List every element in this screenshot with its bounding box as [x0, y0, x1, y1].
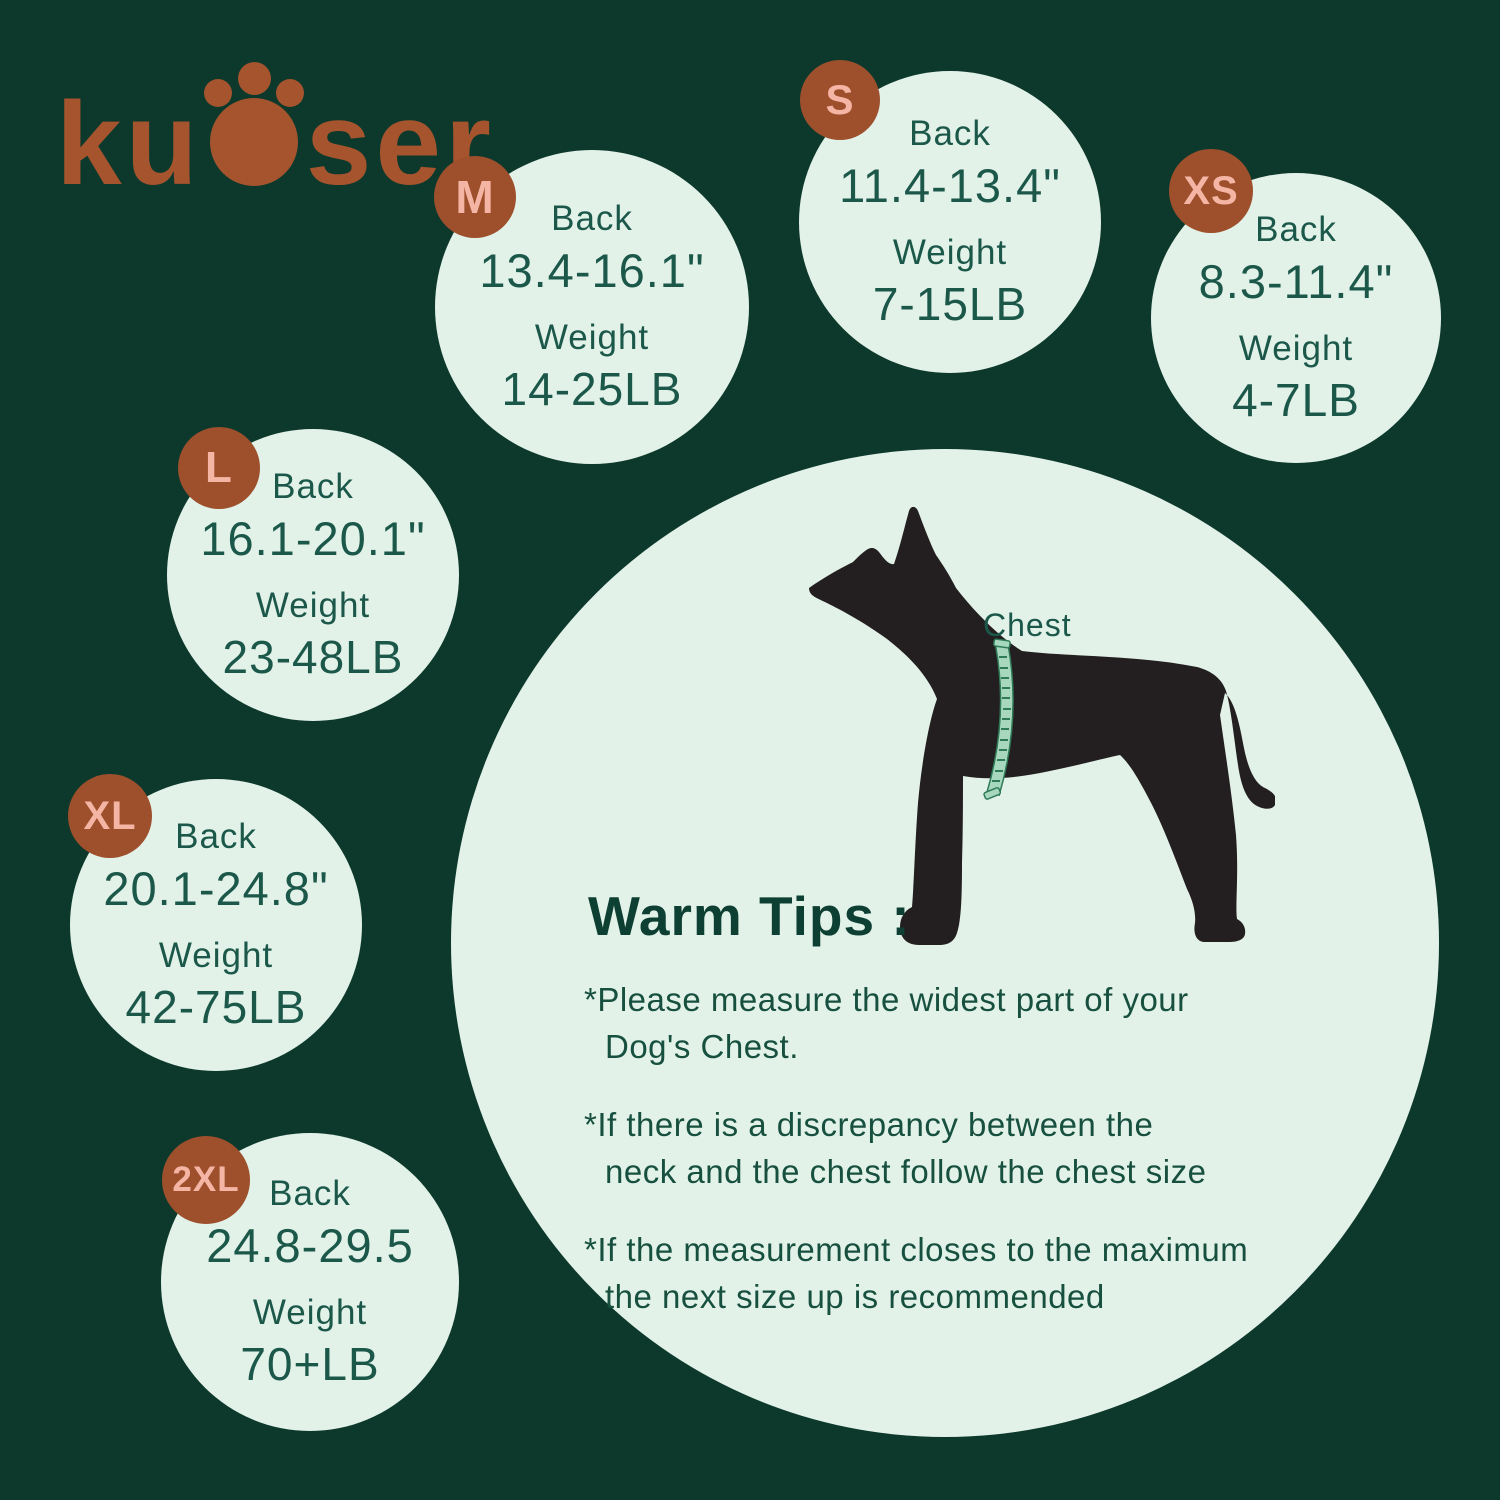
size-badge-s: S	[800, 60, 880, 140]
weight-label: Weight	[252, 1292, 368, 1332]
weight-value: 4-7LB	[1232, 373, 1360, 426]
back-label: Back	[1255, 209, 1337, 249]
back-value: 11.4-13.4"	[839, 158, 1061, 212]
chest-label: Chest	[983, 607, 1072, 643]
paw-icon	[203, 62, 304, 186]
weight-value: 70+LB	[240, 1337, 380, 1390]
back-value: 20.1-24.8"	[103, 861, 329, 915]
size-badge-xl: XL	[68, 774, 152, 858]
size-badge-l: L	[178, 427, 260, 509]
warm-tip-1: *Please measure the widest part of your …	[584, 981, 1189, 1065]
dog-silhouette-icon	[809, 506, 1275, 945]
weight-value: 14-25LB	[501, 362, 683, 415]
dog-measurement-diagram: Chest	[809, 506, 1275, 945]
weight-label: Weight	[158, 935, 274, 975]
weight-value: 23-48LB	[222, 630, 404, 683]
warm-tips-title: Warm Tips :	[588, 885, 911, 947]
brand-logo: ku ser	[56, 62, 495, 210]
back-label: Back	[551, 198, 633, 238]
weight-label: Weight	[255, 585, 371, 625]
size-badge-m: M	[434, 156, 516, 238]
back-value: 13.4-16.1"	[479, 243, 705, 297]
warm-tips-list: *Please measure the widest part of your …	[584, 976, 1374, 1351]
back-value: 24.8-29.5	[206, 1218, 414, 1272]
brand-logo-prefix: ku	[56, 78, 202, 210]
size-badge-2xl: 2XL	[162, 1136, 250, 1224]
tape-tick-marks	[992, 656, 1011, 782]
measuring-tape-icon	[983, 638, 1014, 800]
back-label: Back	[909, 113, 991, 153]
back-value: 8.3-11.4"	[1198, 254, 1394, 308]
weight-value: 7-15LB	[872, 277, 1028, 330]
back-label: Back	[269, 1173, 351, 1213]
back-value: 16.1-20.1"	[200, 511, 426, 565]
warm-tip-2: *If there is a discrepancy between the n…	[584, 1106, 1207, 1190]
size-badge-xs: XS	[1169, 149, 1253, 233]
weight-value: 42-75LB	[125, 980, 307, 1033]
weight-label: Weight	[534, 317, 650, 357]
warm-tip-3: *If the measurement closes to the maximu…	[584, 1231, 1249, 1315]
back-label: Back	[175, 816, 257, 856]
weight-label: Weight	[892, 232, 1008, 272]
back-label: Back	[272, 466, 354, 506]
weight-label: Weight	[1238, 328, 1354, 368]
